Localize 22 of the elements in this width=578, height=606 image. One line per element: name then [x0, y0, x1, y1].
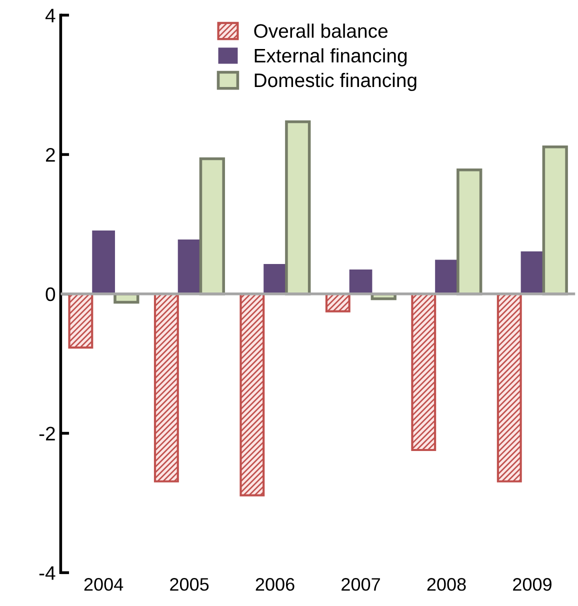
- y-tick-label: 4: [45, 8, 56, 22]
- x-tick-label: 2009: [513, 578, 552, 591]
- x-tick-label: 2008: [427, 578, 466, 591]
- legend-label: Domestic financing: [254, 72, 416, 92]
- legend-label: Overall balance: [254, 24, 388, 38]
- bar: [349, 270, 372, 294]
- bar: [199, 157, 225, 296]
- bar: [542, 145, 568, 296]
- x-tick-label: 2005: [170, 578, 209, 591]
- bar: [520, 251, 544, 294]
- bar: [285, 120, 311, 296]
- y-tick-label: 2: [46, 148, 55, 162]
- y-tick-label: 0: [46, 287, 56, 302]
- y-tick-label: -2: [39, 426, 55, 440]
- x-tick-label: 2004: [84, 578, 124, 591]
- x-tick-label: 2007: [342, 578, 380, 591]
- bar: [92, 230, 115, 294]
- x-tick-label: 2006: [256, 578, 294, 591]
- y-tick-label: -4: [39, 566, 56, 580]
- bar: [456, 168, 482, 296]
- legend-label: External financing: [254, 48, 407, 66]
- bar: [178, 240, 201, 294]
